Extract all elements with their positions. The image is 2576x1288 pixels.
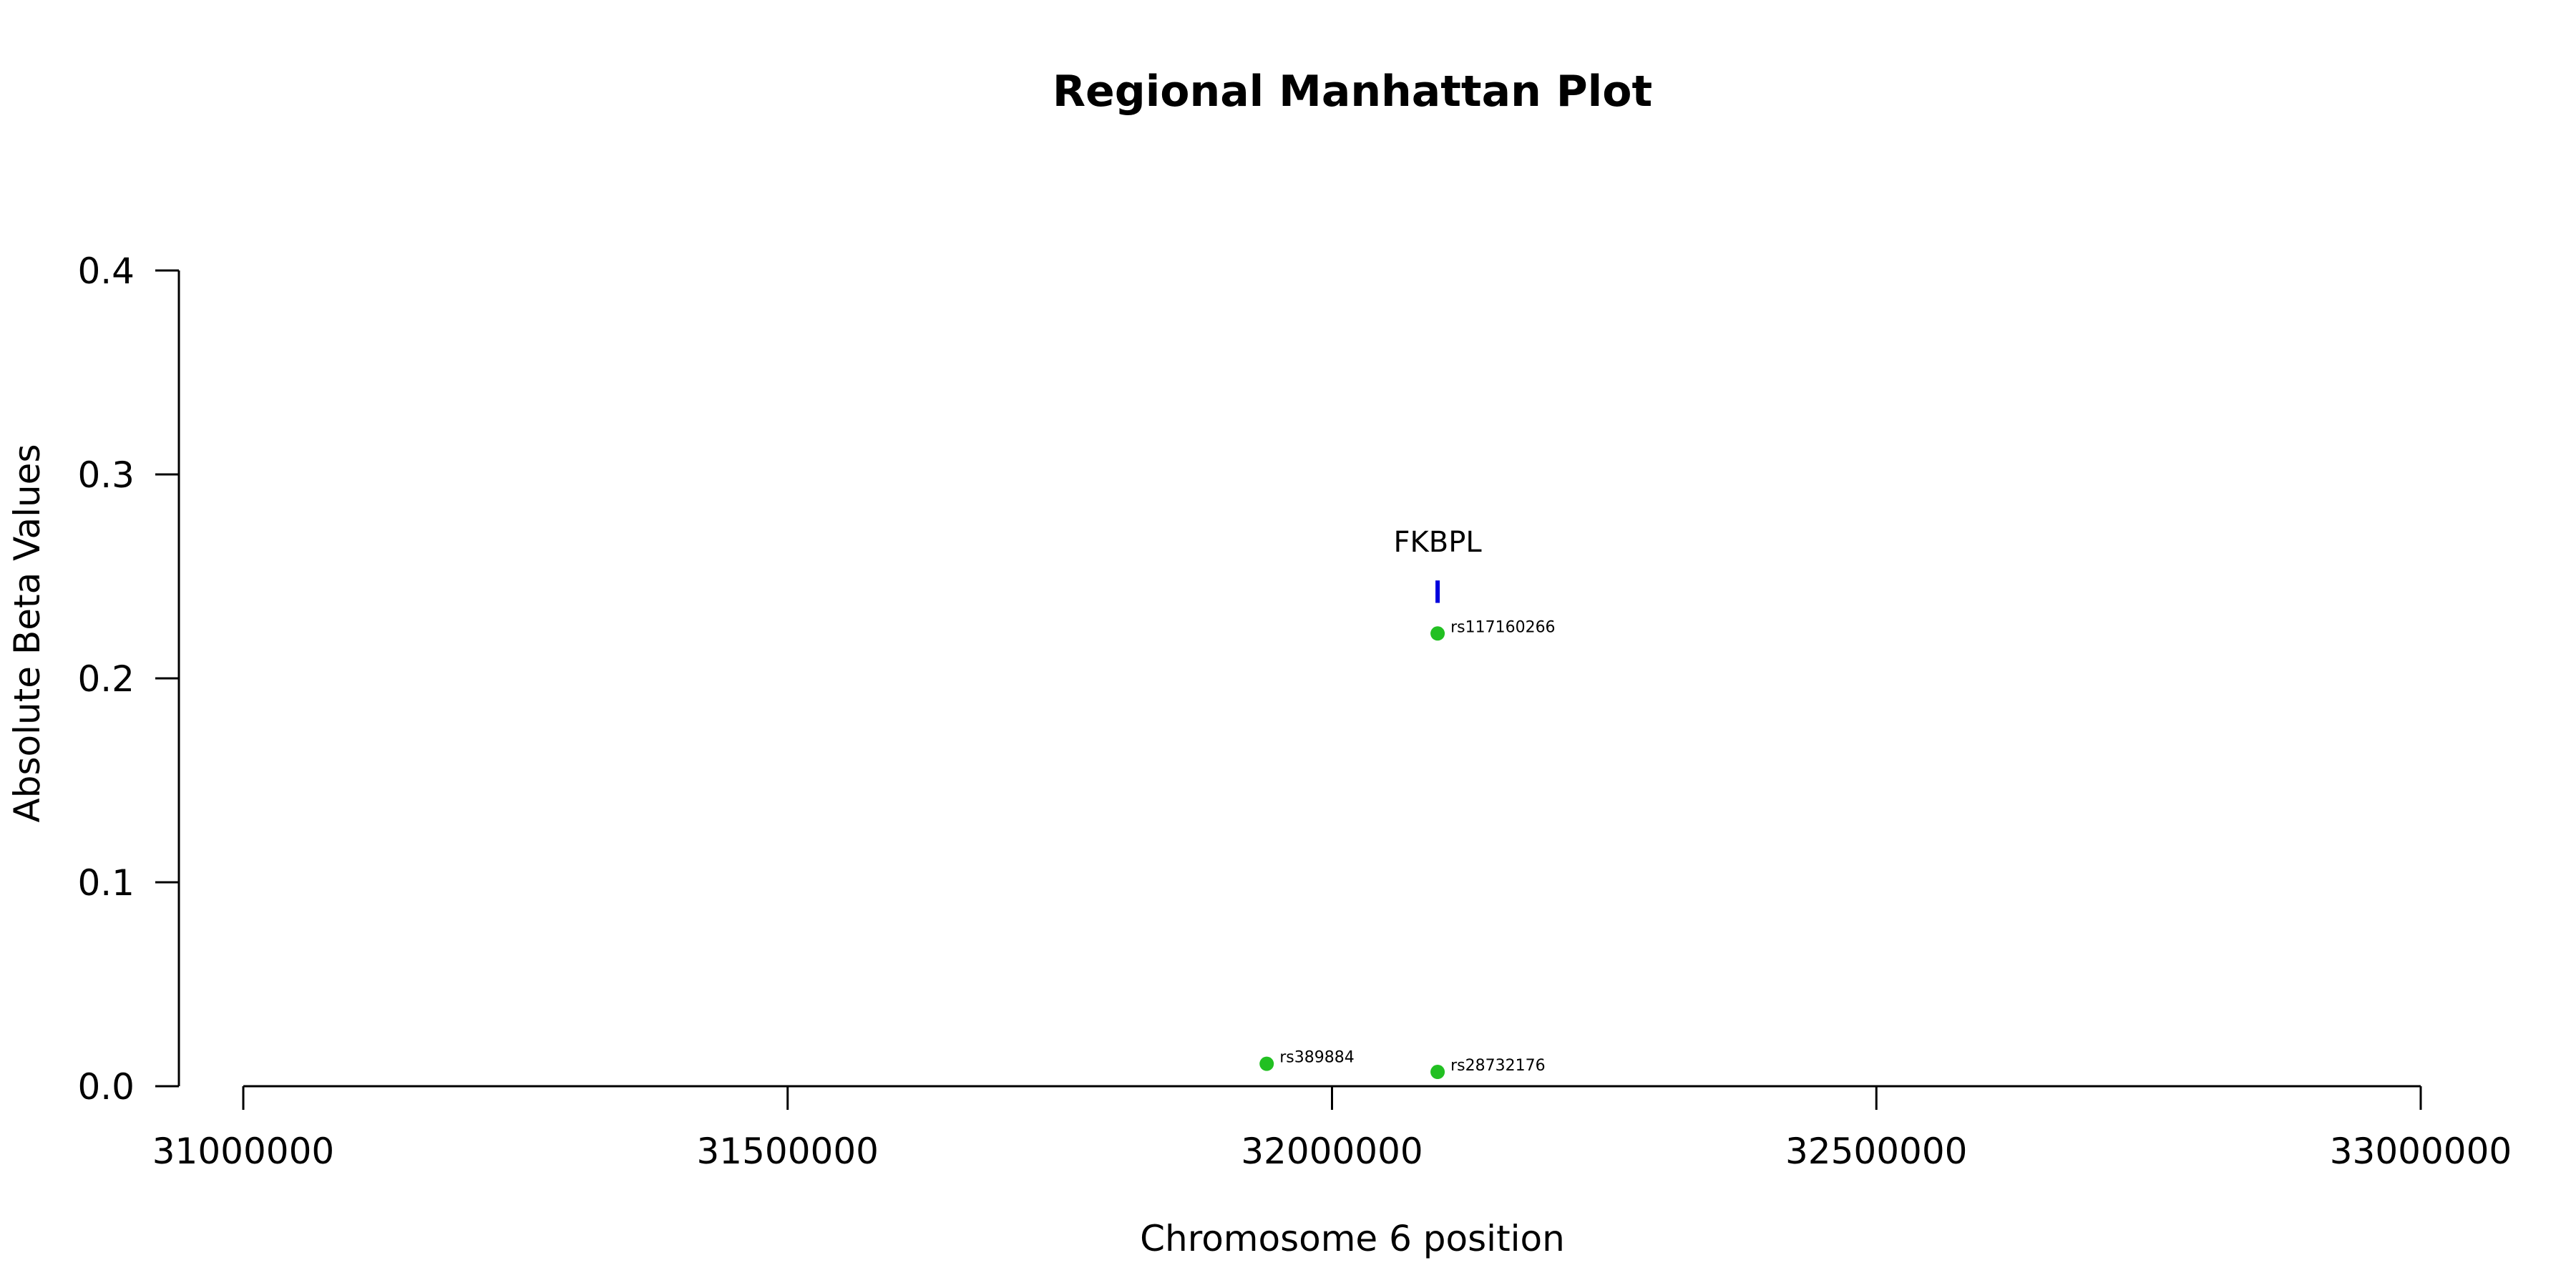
y-tick-label: 0.2 [77,658,135,700]
x-axis-ticks: 31000000 31500000 32000000 32500000 33000000 [152,1086,2512,1172]
chart-title: Regional Manhattan Plot [1053,67,1652,117]
x-axis-label: Chromosome 6 position [1140,1218,1565,1259]
gene-label: FKBPL [1394,526,1483,559]
snp-label: rs28732176 [1450,1057,1545,1075]
snp-point [1430,626,1445,641]
x-tick-label: 31000000 [152,1131,335,1172]
snp-point [1430,1065,1445,1080]
gene-markers: FKBPL [1394,526,1483,603]
x-tick-label: 33000000 [2330,1131,2512,1172]
y-tick-label: 0.0 [77,1066,135,1108]
x-tick-label: 32000000 [1241,1131,1423,1172]
snp-label: rs389884 [1279,1049,1355,1067]
x-tick-label: 32500000 [1785,1131,1968,1172]
y-tick-label: 0.4 [77,250,135,292]
snp-points: rs389884 rs117160266 rs28732176 [1259,618,1556,1080]
snp-point [1259,1056,1274,1071]
x-tick-label: 31500000 [697,1131,879,1172]
y-axis-label: Absolute Beta Values [6,444,48,823]
y-tick-label: 0.1 [77,862,135,904]
y-axis-ticks: 0.0 0.1 0.2 0.3 0.4 [77,250,179,1108]
snp-label: rs117160266 [1450,618,1555,636]
y-tick-label: 0.3 [77,454,135,496]
